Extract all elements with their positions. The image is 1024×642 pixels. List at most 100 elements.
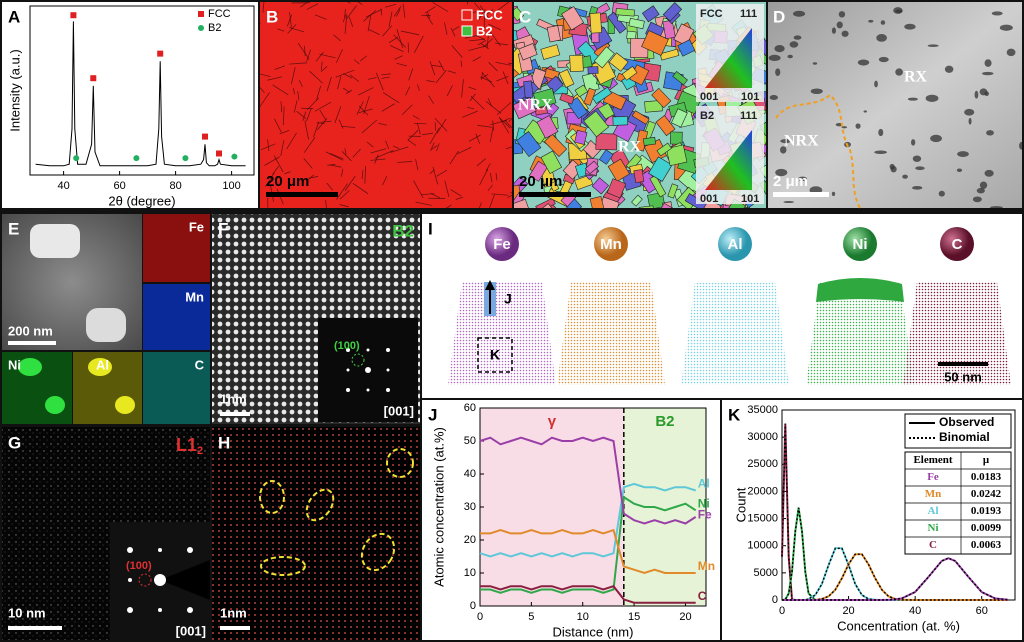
grain [558,69,575,88]
spot-circle [351,353,365,367]
grain-boundary [415,201,432,206]
data-line [480,495,697,594]
grain-boundary [487,184,493,191]
grain-boundary [486,32,489,49]
phase-label: B2 [392,221,414,240]
data-line [782,557,1009,601]
grain-boundary [495,42,509,46]
grain-boundary [461,79,464,98]
grain-boundary [393,34,406,48]
grain-boundary [488,61,498,72]
fft-spots [346,348,390,392]
particle [768,54,781,61]
map-blob [45,396,65,414]
scale-label: 1nm [220,605,247,620]
grain-boundary [477,40,487,46]
roi-box [477,337,513,373]
grain-boundary [455,196,464,200]
region-label: B2 [655,413,674,430]
grain-boundary [260,73,271,78]
particle [902,174,908,179]
grain [591,177,610,195]
map-fe [143,214,210,282]
peak-marker [73,155,80,162]
grain-boundary [381,73,391,76]
grain-boundary [496,102,512,116]
grain-boundary [367,14,372,32]
grain [648,156,673,182]
grain-boundary [450,27,456,37]
element-label: Ni [853,236,868,253]
map-label: Al [96,357,109,372]
legend-swatch [198,25,204,31]
panel-letter: H [218,433,230,452]
grain [662,19,676,40]
atom-map [903,282,1011,385]
particle [769,94,778,100]
grain-boundary [502,71,509,85]
element-label: C [952,236,963,253]
grain-boundary [366,141,374,148]
legend-swatch [461,9,473,21]
grain-boundary [390,146,409,153]
arrow-head [485,280,495,290]
x-axis-label: 2θ (degree) [108,193,175,208]
grain [666,144,688,167]
ellipse-shape [259,480,285,514]
grain [626,30,637,40]
particle [981,71,994,76]
scale-bar [519,192,591,197]
grain-boundary [374,154,379,164]
grain-boundary [425,14,434,25]
grain-boundary [480,76,493,83]
panel-h-image [212,427,420,640]
particle [927,44,939,48]
table-header: μ [983,454,990,466]
particle [878,128,884,137]
grain-boundary [309,70,323,84]
y-tick-label: 25000 [747,458,778,470]
phase-subscript: 2 [197,445,203,457]
atom-map [806,282,914,385]
grain-boundary [375,72,384,91]
table-cell: C [929,539,937,551]
particle [938,190,945,197]
y-tick-label: 35000 [747,404,778,416]
x-axis-label: Distance (nm) [553,624,634,639]
grain-boundary [306,107,312,122]
particle [878,56,889,63]
particle [986,130,994,136]
grain-boundary [488,23,502,31]
region-label: RX [618,139,642,156]
ellipse-shape [360,532,396,572]
peak-marker [133,155,140,162]
particle [775,68,781,77]
grain-boundary [481,72,495,88]
key-label: 101 [741,91,759,103]
peak-marker [157,50,164,57]
grain [549,180,560,192]
circle-shape [346,388,350,392]
x-tick-label: 0 [477,611,483,623]
region-label: NRX [784,133,819,150]
grain-boundary [480,72,484,80]
ellipse-shape [305,488,335,522]
legend-box [904,413,1012,449]
y-tick-label: 30 [464,501,476,513]
grain-boundary [289,12,292,28]
x-tick-label: 0 [779,605,785,617]
grain [523,80,534,99]
atom-sphere [843,227,877,261]
grain-boundary [326,182,333,191]
grain-boundary [396,29,404,48]
grain-boundary [342,14,347,23]
grain-boundary [260,86,265,93]
grain-boundary [334,105,342,124]
particle [810,88,823,95]
particle [912,155,922,162]
grain [612,116,629,126]
data-line [35,21,246,167]
particle [904,23,916,30]
grain-boundary [272,166,279,175]
